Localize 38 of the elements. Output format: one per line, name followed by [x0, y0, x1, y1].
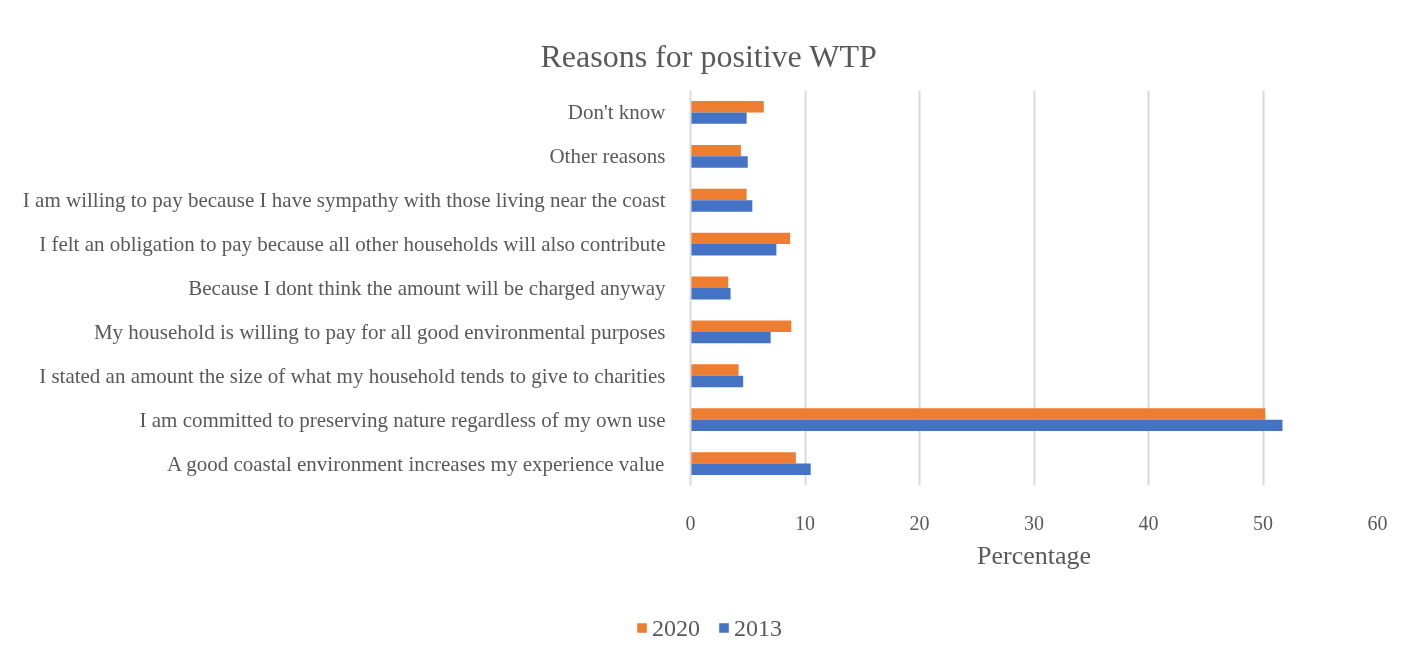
x-axis-title: Percentage — [976, 540, 1092, 570]
bar — [690, 156, 748, 168]
y-tick-label: I stated an amount the size of what my household tends to give to charities — [39, 363, 666, 388]
y-tick-label: Don't know — [567, 100, 667, 125]
bar — [690, 408, 1266, 420]
x-tick-label: 30 — [1024, 511, 1044, 534]
bar — [690, 463, 811, 475]
x-tick-label: 20 — [909, 511, 930, 534]
y-tick-label: I am willing to pay because I have sympathy with those living near the coast — [22, 188, 666, 213]
bar — [690, 244, 777, 256]
bar — [690, 375, 744, 388]
bar — [690, 320, 792, 332]
bar — [690, 288, 731, 300]
bar — [690, 276, 729, 288]
x-tick-label: 40 — [1138, 511, 1159, 534]
bar — [690, 331, 771, 344]
chart-title: Reasons for positive WTP — [540, 37, 877, 74]
y-tick-label: Because I dont think the amount will be charged anyway — [188, 276, 666, 300]
x-tick-label: 10 — [795, 511, 815, 534]
bar — [690, 364, 739, 376]
x-tick-label: 60 — [1367, 511, 1388, 534]
bar — [690, 452, 796, 464]
bar — [690, 144, 741, 157]
y-tick-label: Other reasons — [549, 144, 666, 169]
bar — [690, 200, 753, 212]
bar — [690, 188, 747, 201]
y-tick-label: I am committed to preserving nature regardless of my own use — [139, 407, 666, 432]
bar — [690, 112, 747, 124]
x-tick-label: 50 — [1253, 511, 1273, 534]
x-tick-label: 0 — [685, 511, 696, 534]
bar — [690, 232, 791, 245]
y-tick-label: My household is willing to pay for all good environmental purposes — [93, 319, 666, 344]
legend-label: 2013 — [734, 614, 782, 641]
y-tick-label: A good coastal environment increases my experience value — [166, 451, 665, 476]
bar — [690, 101, 764, 113]
legend-label: 2020 — [652, 614, 700, 641]
y-tick-label: I felt an obligation to pay because all other households will also contribute — [39, 232, 666, 257]
bar — [690, 419, 1283, 432]
